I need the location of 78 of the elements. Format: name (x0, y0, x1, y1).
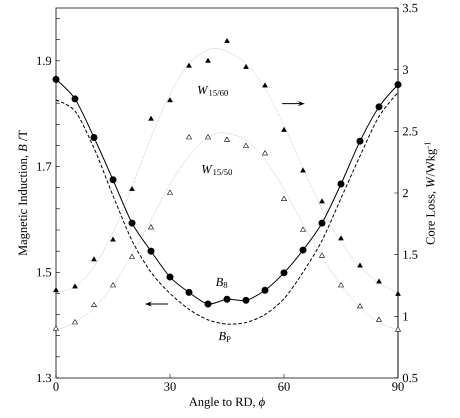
point (262, 82, 268, 88)
x-tick-label: 90 (392, 382, 404, 391)
y2-tick-label: 2.5 (402, 127, 418, 136)
point (110, 282, 116, 288)
point (205, 58, 211, 63)
y-tick-label: 1.7 (37, 162, 52, 171)
point (376, 316, 382, 322)
y2-tick-label: 3 (402, 65, 408, 74)
point (395, 326, 401, 332)
point (281, 126, 287, 132)
point (148, 116, 154, 121)
point (395, 290, 401, 296)
y2-tick-label: 0.5 (402, 374, 418, 382)
point (91, 256, 97, 262)
point (357, 262, 363, 268)
point (243, 64, 249, 69)
y-tick-label: 1.3 (37, 374, 52, 382)
point (300, 246, 306, 254)
point (242, 296, 250, 304)
point (300, 226, 306, 232)
point (53, 287, 59, 292)
point (110, 176, 116, 184)
y2-tick-label: 1 (403, 312, 408, 320)
point (262, 150, 268, 156)
point (186, 134, 192, 140)
y2-axis-title: Core Loss, W/Wkg$^{-1}$ (424, 142, 438, 244)
point (338, 282, 344, 288)
point (167, 190, 173, 195)
point (262, 286, 268, 294)
point (224, 38, 230, 43)
point (281, 196, 287, 201)
point (186, 288, 192, 296)
point (148, 248, 154, 255)
point (110, 236, 116, 242)
x-tick-label: 30 (164, 382, 176, 391)
point (376, 278, 382, 284)
point (280, 269, 288, 276)
point (52, 76, 60, 83)
point (224, 136, 230, 142)
y-tick-label: 1.5 (37, 268, 52, 276)
point (318, 220, 326, 227)
point (243, 142, 249, 148)
annotation: W$_{15/50}$ (202, 165, 232, 176)
point (90, 134, 98, 141)
point (129, 254, 135, 259)
y2-tick-label: 2 (402, 188, 408, 198)
point (91, 302, 97, 308)
annotation: B$_{P}$ (218, 332, 231, 342)
point (338, 235, 344, 240)
point (204, 300, 212, 308)
point (166, 274, 174, 281)
point (148, 224, 154, 230)
point (205, 134, 211, 140)
point (357, 303, 363, 308)
point (338, 180, 344, 188)
point (319, 252, 325, 258)
x-tick-label: 60 (278, 382, 290, 391)
point (356, 138, 364, 145)
point (53, 325, 59, 330)
point (72, 95, 78, 102)
y-axis-title: Magnetic Induction, B /T (18, 130, 30, 256)
point (72, 319, 78, 324)
y2-tick-label: 3.5 (402, 4, 418, 12)
point (376, 103, 382, 110)
x-axis-title: Angle to RD, ϕ (188, 397, 265, 409)
point (128, 220, 136, 227)
y-tick-label: 1.9 (37, 56, 52, 66)
y2-tick-label: 1.5 (403, 250, 418, 259)
point (224, 296, 230, 303)
annotation: B$_{8}$ (216, 278, 228, 288)
annotation: W$_{15/60}$ (198, 86, 228, 96)
x-tick-label: 0 (53, 382, 59, 391)
point (72, 284, 78, 288)
point (186, 62, 192, 68)
point (300, 168, 306, 172)
point (167, 97, 173, 102)
point (129, 186, 135, 191)
point (319, 198, 325, 204)
